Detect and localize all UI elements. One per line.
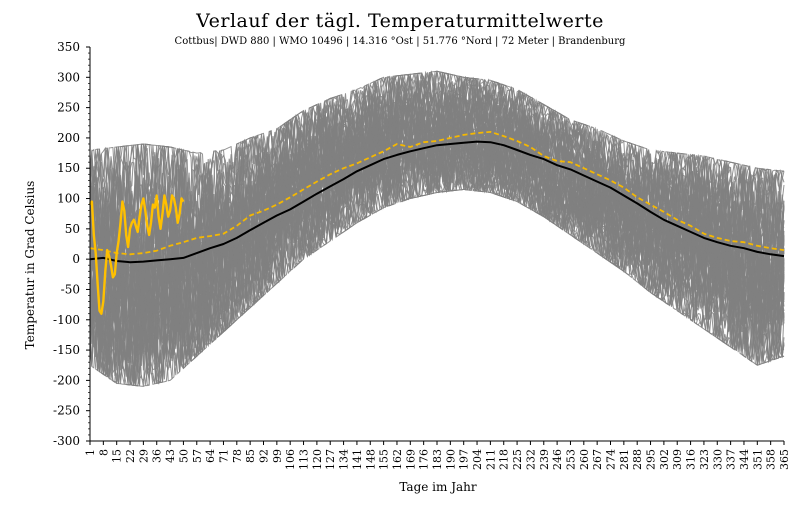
axes-layer: -300-250-200-150-100-5005010015020025030… <box>53 40 791 470</box>
x-tick-label: 71 <box>217 449 230 463</box>
x-tick-label: 211 <box>484 449 497 470</box>
x-tick-label: 260 <box>578 449 591 470</box>
y-tick-label: -50 <box>61 282 80 296</box>
y-axis-label: Temperatur in Grad Celsius <box>23 180 37 350</box>
x-tick-label: 239 <box>538 449 551 470</box>
x-tick-label: 246 <box>551 449 564 470</box>
y-tick-label: -250 <box>53 404 80 418</box>
x-tick-label: 267 <box>591 449 604 470</box>
historical-year-line <box>89 99 785 378</box>
series-layer <box>88 130 785 315</box>
y-tick-label: 0 <box>72 252 80 266</box>
x-tick-label: 43 <box>164 449 177 463</box>
y-tick-label: 50 <box>65 222 80 236</box>
x-tick-label: 113 <box>298 449 311 470</box>
x-tick-label: 176 <box>418 449 431 470</box>
x-tick-label: 197 <box>458 449 471 470</box>
y-tick-label: 250 <box>57 101 80 115</box>
y-tick-label: -200 <box>53 373 80 387</box>
x-tick-label: 106 <box>284 449 297 470</box>
y-tick-label: -100 <box>53 313 80 327</box>
x-tick-label: 92 <box>258 449 271 463</box>
x-tick-label: 323 <box>698 449 711 470</box>
historical-year-line <box>89 125 785 384</box>
x-tick-label: 344 <box>738 449 751 470</box>
x-tick-label: 274 <box>605 449 618 470</box>
historical-years-layer <box>89 70 785 387</box>
y-tick-label: 150 <box>57 161 80 175</box>
x-tick-label: 302 <box>658 449 671 470</box>
x-tick-label: 330 <box>711 449 724 470</box>
x-tick-label: 316 <box>685 449 698 470</box>
x-tick-label: 309 <box>671 449 684 470</box>
x-tick-label: 169 <box>404 449 417 470</box>
x-tick-label: 85 <box>244 449 257 463</box>
y-tick-label: 300 <box>57 70 80 84</box>
mean-line <box>89 140 785 264</box>
x-tick-label: 29 <box>137 449 150 463</box>
chart-title: Verlauf der tägl. Temperaturmittelwerte <box>196 10 604 32</box>
x-tick-label: 134 <box>338 449 351 470</box>
x-tick-label: 204 <box>471 449 484 470</box>
historical-year-line <box>89 111 785 384</box>
chart-subtitle: Cottbus| DWD 880 | WMO 10496 | 14.316 °O… <box>174 36 626 47</box>
historical-year-line <box>89 87 785 370</box>
x-tick-label: 148 <box>364 449 377 470</box>
x-tick-label: 50 <box>177 449 190 463</box>
x-tick-label: 232 <box>524 449 537 470</box>
x-tick-label: 64 <box>204 449 217 463</box>
x-tick-label: 15 <box>111 449 124 463</box>
x-tick-label: 8 <box>97 449 110 456</box>
x-tick-label: 351 <box>751 449 764 470</box>
x-tick-label: 358 <box>765 449 778 470</box>
x-tick-label: 162 <box>391 449 404 470</box>
x-tick-label: 22 <box>124 449 137 463</box>
x-tick-label: 99 <box>271 449 284 463</box>
recent-mean-line <box>89 130 785 256</box>
y-tick-label: -300 <box>53 434 80 448</box>
x-tick-label: 253 <box>564 449 577 470</box>
x-tick-label: 141 <box>351 449 364 470</box>
x-tick-label: 78 <box>231 449 244 463</box>
x-tick-label: 281 <box>618 449 631 470</box>
x-axis-label: Tage im Jahr <box>399 480 477 494</box>
x-tick-label: 120 <box>311 449 324 470</box>
x-tick-label: 218 <box>498 449 511 470</box>
x-tick-label: 288 <box>631 449 644 470</box>
y-tick-label: -150 <box>53 343 80 357</box>
x-tick-label: 57 <box>191 449 204 463</box>
y-tick-label: 100 <box>57 192 80 206</box>
x-tick-label: 365 <box>778 449 791 470</box>
x-tick-label: 190 <box>444 449 457 470</box>
x-tick-label: 155 <box>378 449 391 470</box>
x-tick-label: 1 <box>84 449 97 456</box>
x-tick-label: 295 <box>645 449 658 470</box>
x-tick-label: 183 <box>431 449 444 470</box>
current-year-line <box>88 194 185 315</box>
x-tick-label: 127 <box>324 449 337 470</box>
historical-year-line <box>89 71 785 313</box>
x-tick-label: 225 <box>511 449 524 470</box>
y-tick-label: 350 <box>57 40 80 54</box>
x-tick-label: 337 <box>725 449 738 470</box>
x-tick-label: 36 <box>151 449 164 463</box>
y-tick-label: 200 <box>57 131 80 145</box>
